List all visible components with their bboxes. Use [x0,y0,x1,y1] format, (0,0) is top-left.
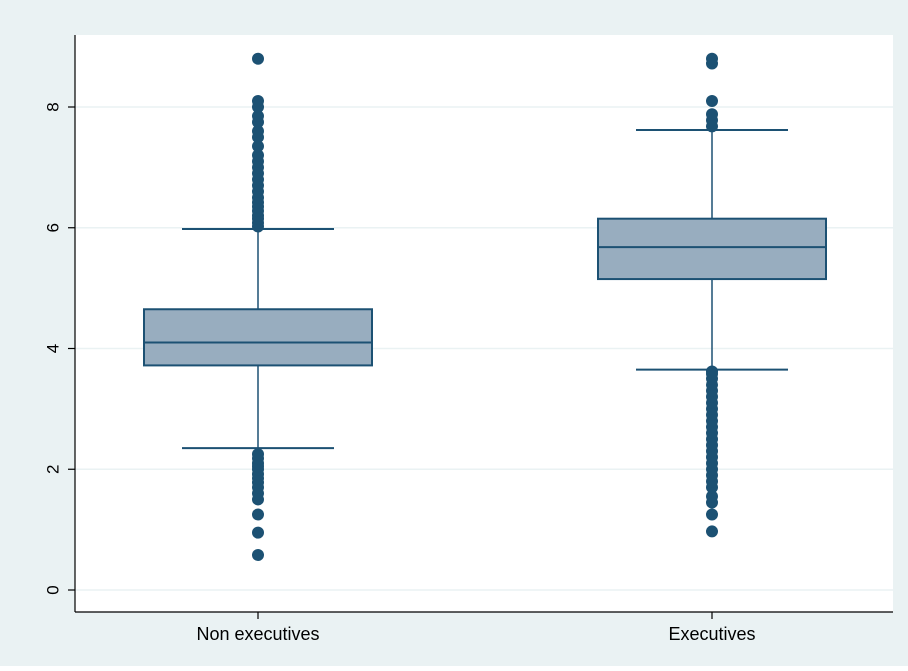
non-executives-outlier-point [252,149,264,162]
executives-outlier-point [706,108,718,121]
non-executives-outlier-point [252,125,264,138]
x-tick-label: Non executives [196,624,319,644]
executives-outlier-point [706,94,718,107]
non-executives-box [143,308,373,367]
non-executives-outlier-point [252,94,264,107]
non-executives-outlier-point [252,110,264,123]
non-executives-outlier-point [252,52,264,65]
executives-outlier-point [706,525,718,538]
non-executives-outlier-point [252,526,264,539]
executives-outlier-point [706,52,718,65]
y-tick-label: 6 [43,223,62,232]
executives-box [597,217,827,281]
x-tick-label: Executives [668,624,755,644]
executives-outlier-point [706,508,718,521]
y-tick-label: 0 [43,585,62,594]
non-executives-outlier-point [252,508,264,521]
y-tick-label: 2 [43,465,62,474]
y-tick-label: 8 [43,102,62,111]
executives-outlier-point [706,365,718,378]
non-executives-outlier-point [252,448,264,461]
executives-outlier-point [706,490,718,503]
non-executives-outlier-point [252,140,264,153]
non-executives-outlier-point [252,548,264,561]
y-tick-label: 4 [43,344,62,353]
